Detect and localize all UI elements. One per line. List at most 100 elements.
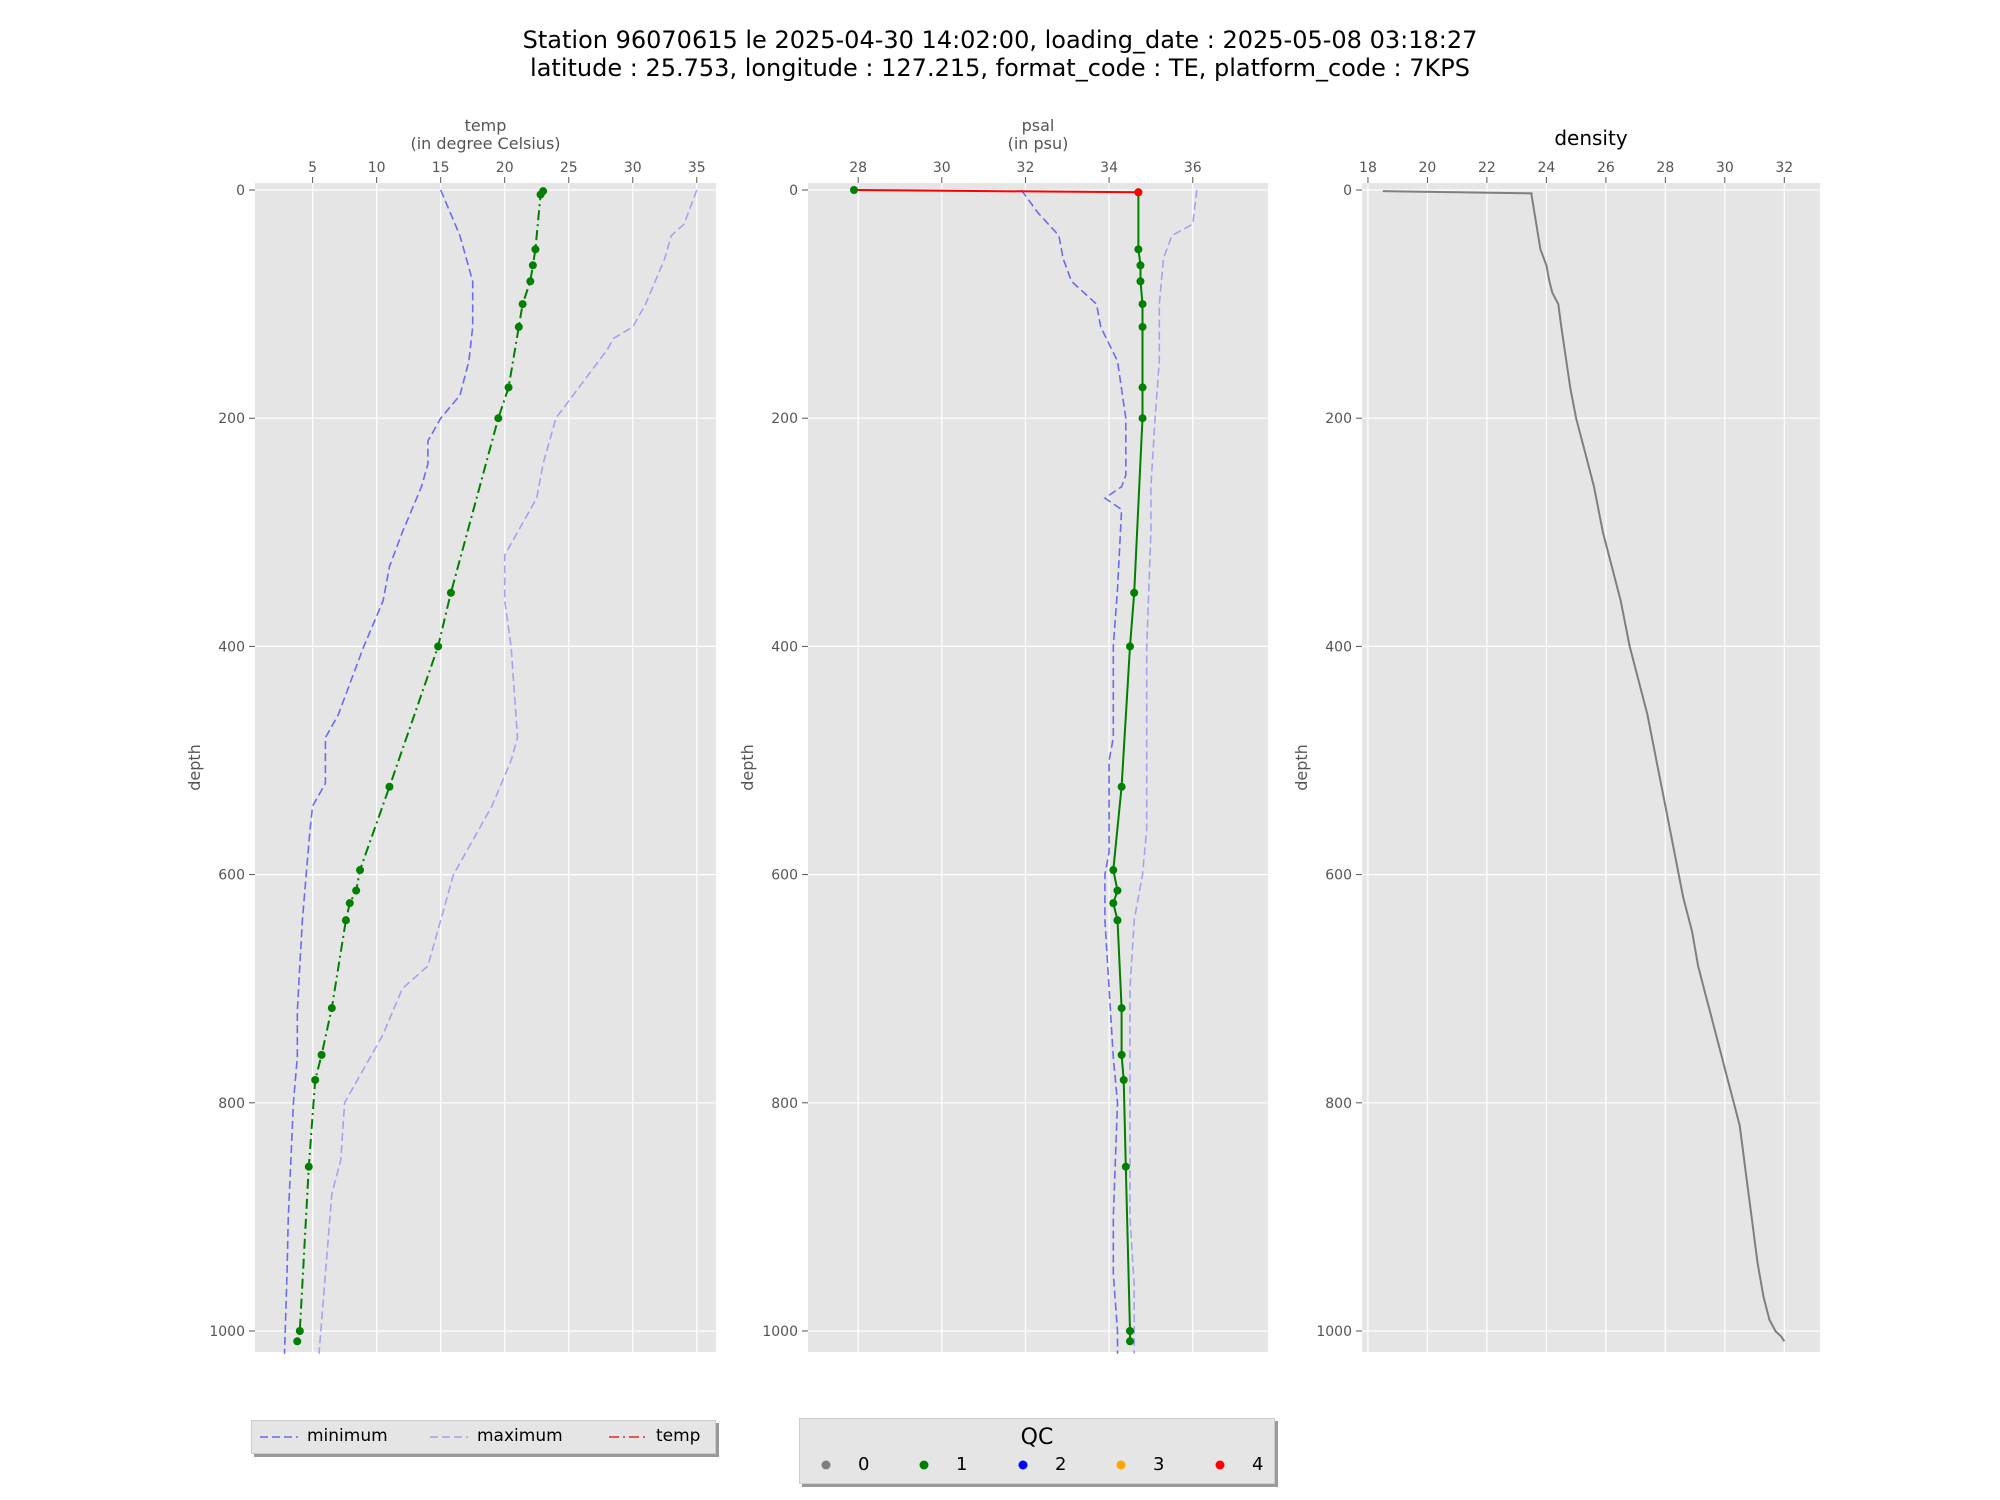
panel-background bbox=[1362, 183, 1820, 1352]
x-tick-label: 15 bbox=[432, 160, 450, 176]
x-tick-label: 28 bbox=[1656, 160, 1674, 176]
qc-4-marker bbox=[1215, 1460, 1225, 1470]
y-tick-label: 200 bbox=[218, 411, 245, 427]
point-temp bbox=[528, 261, 537, 270]
point-psal bbox=[1113, 886, 1122, 895]
panel-density: 18 20 22 24 26 28 30 32 0 200 400 600 800 1000 depth de… bbox=[1292, 126, 1820, 1352]
point-psal bbox=[1113, 916, 1122, 925]
point-temp bbox=[494, 414, 503, 423]
series-psal_bad bbox=[853, 189, 1139, 194]
point-psal bbox=[1130, 588, 1139, 597]
y-tick-label: 400 bbox=[1325, 639, 1352, 655]
point-temp bbox=[385, 782, 394, 791]
legend-temp-label: temp bbox=[656, 1426, 701, 1446]
y-tick-label: 200 bbox=[1325, 411, 1352, 427]
qc-legend-swatches bbox=[821, 1460, 1225, 1470]
point-temp bbox=[295, 1327, 304, 1335]
point-psal bbox=[1126, 1337, 1134, 1346]
x-tick-label: 20 bbox=[1419, 160, 1437, 176]
point-psal bbox=[1136, 277, 1145, 286]
point-temp bbox=[317, 1050, 326, 1059]
figure-title-line2: latitude : 25.753, longitude : 127.215, … bbox=[530, 54, 1470, 82]
x-tick-label: 25 bbox=[560, 160, 578, 176]
y-tick-label: 200 bbox=[771, 411, 798, 427]
point-temp bbox=[531, 245, 540, 254]
point-psal bbox=[1121, 1162, 1130, 1171]
series-minimum bbox=[1020, 189, 1127, 1354]
panel-title-line: temp bbox=[465, 116, 507, 135]
qc-2-marker bbox=[1018, 1460, 1028, 1470]
x-tick-label: 32 bbox=[1775, 160, 1793, 176]
point-temp bbox=[434, 642, 443, 651]
point-psal bbox=[1138, 383, 1147, 392]
point-psal bbox=[1138, 322, 1147, 331]
point-psal bbox=[1109, 866, 1118, 875]
y-tick-label: 0 bbox=[1343, 183, 1352, 199]
point-psal-qc4 bbox=[1134, 188, 1143, 197]
qc-legend: QC 0 1 2 3 4 bbox=[799, 1418, 1275, 1484]
x-tick-label: 26 bbox=[1597, 160, 1615, 176]
series-maximum bbox=[318, 189, 698, 1354]
point-psal bbox=[1134, 245, 1143, 254]
x-tick-label: 5 bbox=[308, 160, 317, 176]
y-tick-label: 0 bbox=[789, 183, 798, 199]
point-temp bbox=[518, 300, 527, 309]
point-psal bbox=[1136, 261, 1145, 270]
y-tick-label: 1000 bbox=[209, 1324, 245, 1340]
panel-psal: 28 30 32 34 36 0 200 400 600 800 1000 depth psal(in … bbox=[738, 116, 1268, 1354]
panel-title-line: (in degree Celsius) bbox=[410, 134, 560, 153]
y-axis-label: depth bbox=[185, 744, 204, 791]
y-tick-label: 1000 bbox=[762, 1324, 798, 1340]
series-minimum bbox=[283, 189, 474, 1354]
x-tick-label: 24 bbox=[1537, 160, 1555, 176]
y-tick-label: 600 bbox=[771, 868, 798, 884]
series-maximum bbox=[1129, 189, 1198, 1354]
y-tick-label: 600 bbox=[1325, 868, 1352, 884]
point-psal-qc1 bbox=[850, 186, 858, 194]
y-axis-label: depth bbox=[1292, 744, 1311, 791]
x-tick-label: 34 bbox=[1100, 160, 1118, 176]
point-temp bbox=[293, 1337, 302, 1346]
y-tick-label: 800 bbox=[1325, 1096, 1352, 1112]
point-temp bbox=[504, 383, 513, 392]
qc-1-marker bbox=[919, 1460, 929, 1470]
legend-maximum-label: maximum bbox=[477, 1426, 563, 1446]
x-tick-label: 18 bbox=[1359, 160, 1377, 176]
y-tick-label: 600 bbox=[218, 868, 245, 884]
y-tick-label: 800 bbox=[218, 1096, 245, 1112]
line-legend: minimum maximum temp bbox=[251, 1420, 716, 1454]
qc-0-label: 0 bbox=[858, 1454, 870, 1475]
series-density bbox=[1382, 190, 1786, 1342]
point-temp bbox=[341, 916, 350, 925]
point-psal bbox=[1119, 1075, 1128, 1084]
panel-background bbox=[255, 183, 716, 1352]
x-tick-label: 10 bbox=[368, 160, 386, 176]
x-tick-label: 28 bbox=[849, 160, 867, 176]
x-tick-label: 36 bbox=[1184, 160, 1202, 176]
y-tick-label: 1000 bbox=[1316, 1324, 1352, 1340]
point-psal bbox=[1126, 642, 1134, 651]
point-temp bbox=[356, 866, 365, 875]
point-temp bbox=[514, 322, 523, 331]
point-temp bbox=[526, 277, 535, 286]
panel-title-line: (in psu) bbox=[1008, 134, 1069, 153]
point-temp bbox=[345, 899, 354, 908]
point-temp bbox=[446, 588, 455, 597]
qc-4-label: 4 bbox=[1252, 1454, 1264, 1475]
point-temp bbox=[311, 1075, 320, 1084]
x-tick-label: 20 bbox=[496, 160, 514, 176]
point-psal bbox=[1138, 300, 1147, 309]
x-tick-label: 30 bbox=[624, 160, 642, 176]
y-tick-label: 400 bbox=[771, 639, 798, 655]
panel-background bbox=[808, 183, 1268, 1352]
point-psal bbox=[1117, 782, 1126, 791]
point-psal bbox=[1117, 1004, 1126, 1013]
panel-title: density bbox=[1554, 126, 1627, 150]
panel-title-line: psal bbox=[1022, 116, 1055, 135]
qc-legend-title: QC bbox=[1020, 1425, 1054, 1450]
qc-0-marker bbox=[821, 1460, 831, 1470]
y-axis-label: depth bbox=[738, 744, 757, 791]
qc-2-label: 2 bbox=[1055, 1454, 1067, 1475]
point-temp bbox=[327, 1004, 336, 1013]
